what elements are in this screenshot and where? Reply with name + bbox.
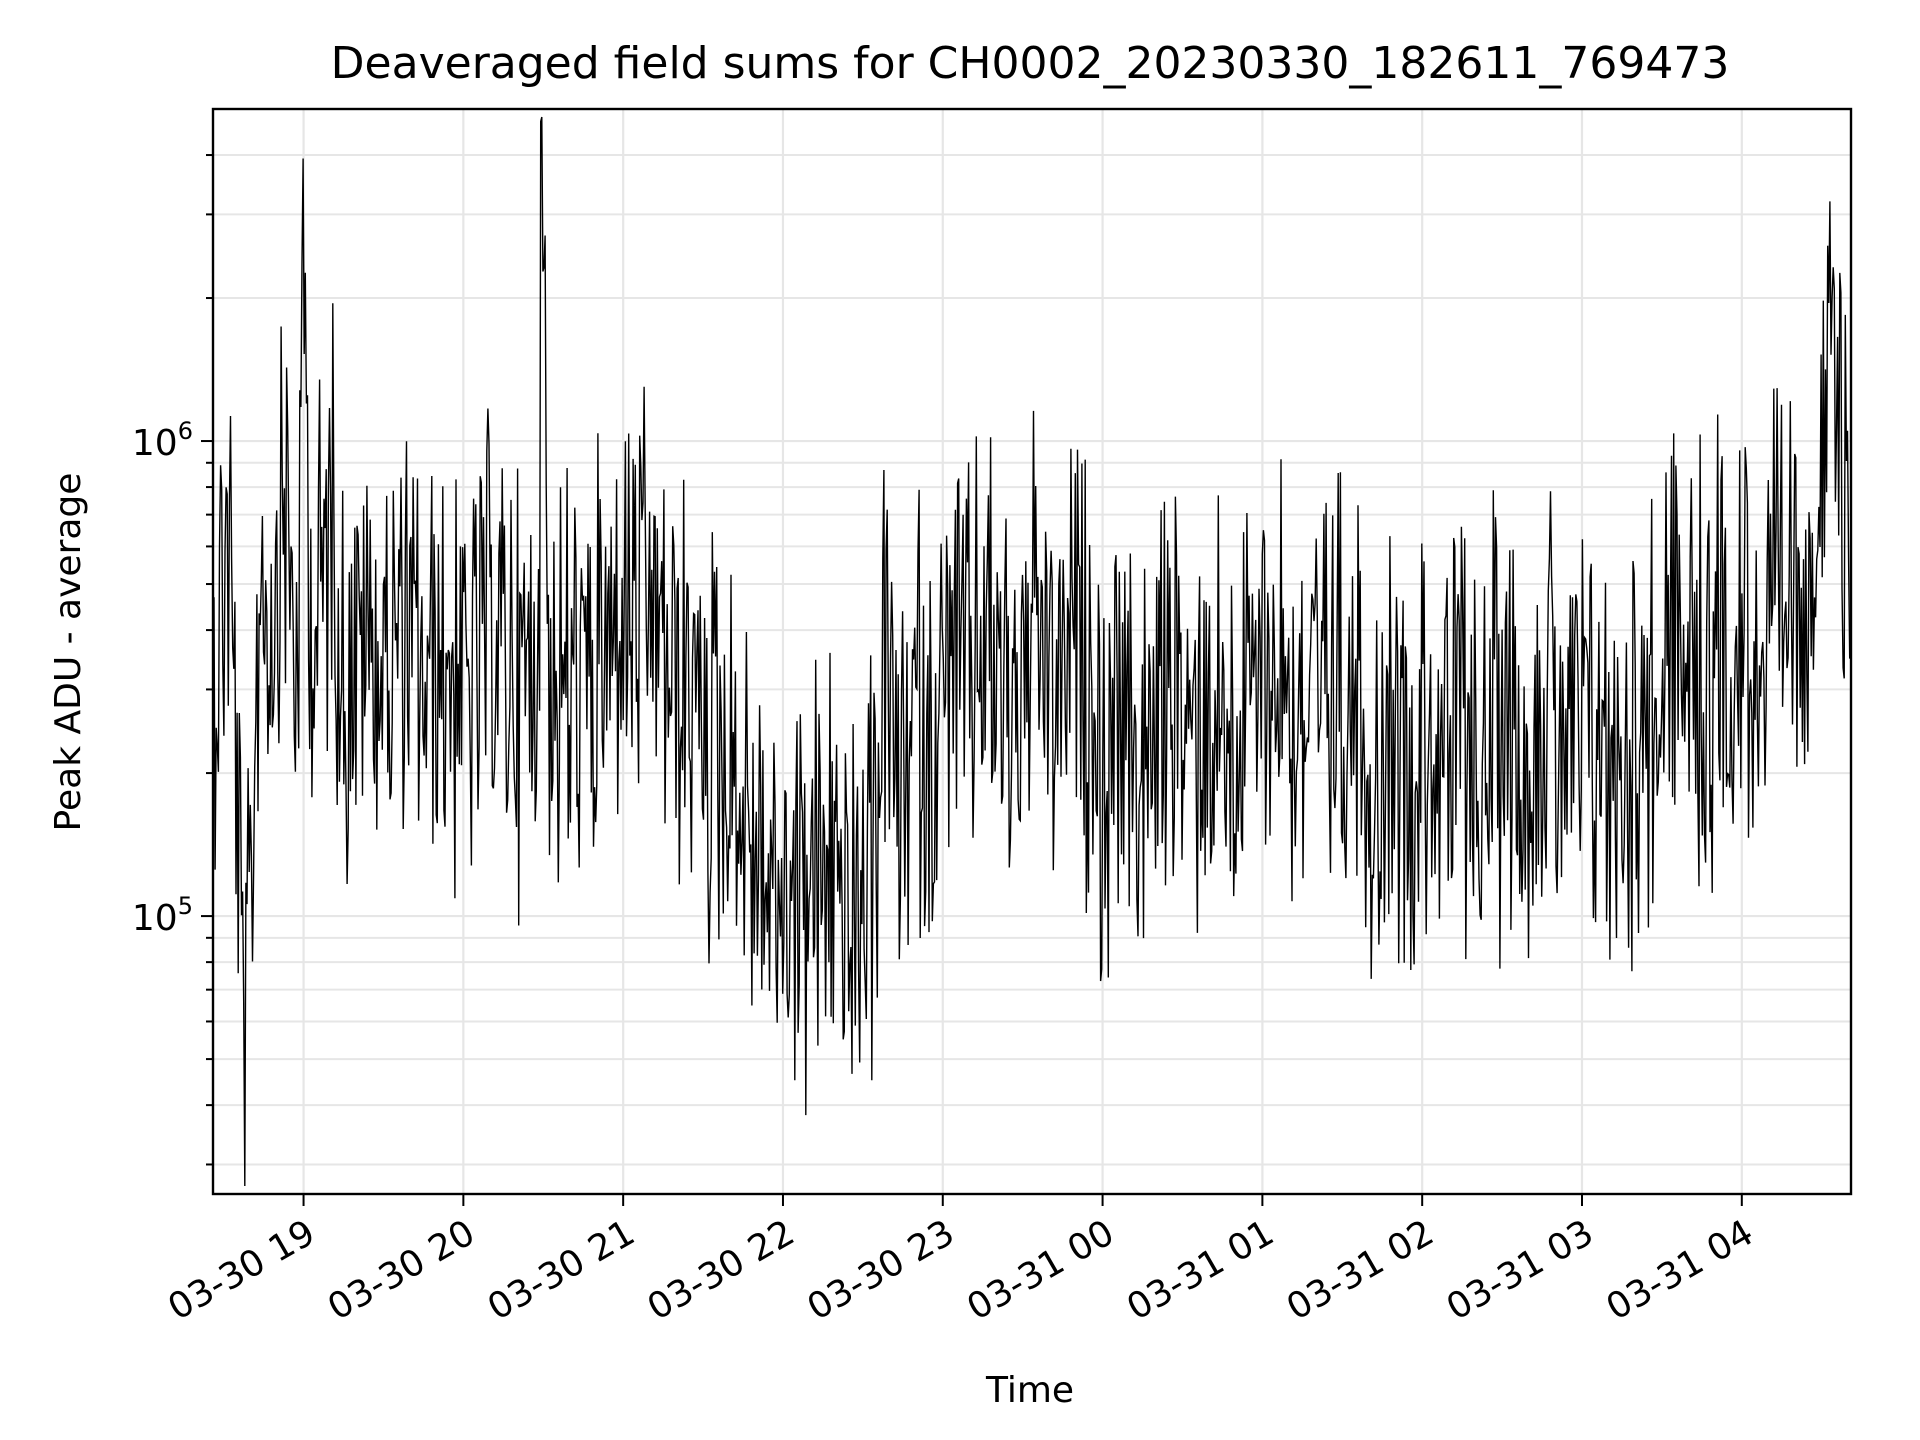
x-tick-label: 03-30 22 <box>641 1212 802 1328</box>
x-tick-label: 03-31 01 <box>1120 1212 1281 1328</box>
series-layer <box>212 116 1851 1187</box>
chart-title: Deaveraged field sums for CH0002_2023033… <box>331 38 1730 89</box>
y-tick-label: 105 <box>132 892 193 939</box>
x-tick-label: 03-30 23 <box>801 1212 962 1328</box>
x-tick-label: 03-31 02 <box>1280 1212 1441 1328</box>
x-tick-label: 03-31 04 <box>1600 1212 1761 1328</box>
x-tick-label: 03-31 00 <box>960 1212 1121 1328</box>
y-tick-label: 106 <box>132 417 193 464</box>
x-axis-label: Time <box>985 1370 1074 1411</box>
x-tick-label: 03-30 19 <box>161 1212 322 1328</box>
y-axis-label: Peak ADU - average <box>48 473 89 832</box>
series-line <box>212 116 1851 1187</box>
x-tick-label: 03-30 20 <box>321 1212 482 1328</box>
x-axis: 03-30 19 03-30 20 03-30 21 03-30 22 03-30 23… <box>161 1194 1760 1329</box>
y-axis: 105 106 <box>132 154 213 1166</box>
x-tick-label: 03-30 21 <box>481 1212 642 1328</box>
plot-frame <box>211 107 1853 1196</box>
x-tick-label: 03-31 03 <box>1440 1212 1601 1328</box>
